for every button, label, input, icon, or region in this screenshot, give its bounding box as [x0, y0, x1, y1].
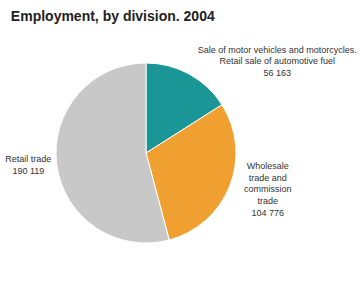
svg-text:Retail trade190 119: Retail trade190 119: [5, 154, 51, 176]
svg-text:Employment, by division. 2004: Employment, by division. 2004: [11, 8, 215, 24]
svg-text:Sale of motor vehicles and mot: Sale of motor vehicles and motorcycles.R…: [198, 45, 357, 78]
svg-text:Wholesaletrade andcommissiontr: Wholesaletrade andcommissiontrade104 776: [244, 161, 292, 218]
